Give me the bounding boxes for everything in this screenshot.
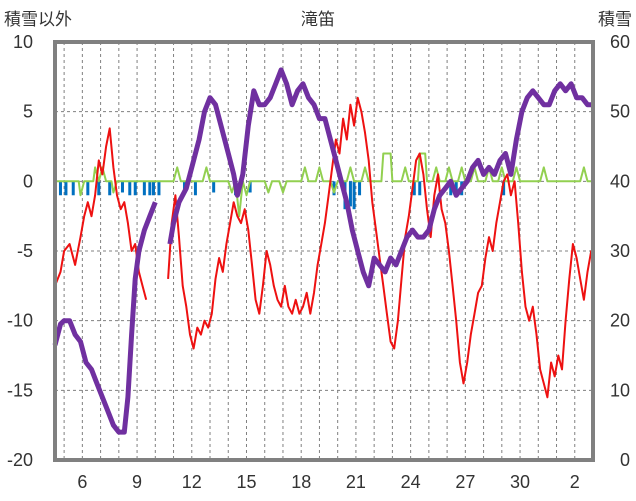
bar xyxy=(58,181,62,196)
right-tick-label: 50 xyxy=(610,102,630,122)
bar xyxy=(332,181,336,196)
left-tick-label: 0 xyxy=(23,171,33,191)
bar xyxy=(133,181,137,196)
right-tick-label: 10 xyxy=(610,380,630,400)
series-line-red xyxy=(54,127,148,301)
x-tick-label: 30 xyxy=(510,472,530,492)
bar xyxy=(148,181,152,196)
bar xyxy=(449,181,453,196)
bar xyxy=(352,181,356,210)
right-tick-label: 20 xyxy=(610,311,630,331)
chart-title: 滝笛 xyxy=(301,10,335,30)
bar xyxy=(64,181,68,196)
right-tick-label: 60 xyxy=(610,32,630,52)
x-tick-label: 2 xyxy=(570,472,580,492)
bars-layer xyxy=(58,181,506,210)
series-line-purple xyxy=(52,201,158,435)
bar xyxy=(157,181,161,196)
left-tick-label: -15 xyxy=(7,380,33,400)
bar xyxy=(108,181,112,196)
x-tick-label: 21 xyxy=(346,472,366,492)
x-tick-label: 15 xyxy=(236,472,256,492)
series-layer xyxy=(52,67,594,435)
bar xyxy=(454,181,458,196)
series-line-purple xyxy=(167,67,593,289)
x-tick-label: 24 xyxy=(401,472,421,492)
bar xyxy=(348,181,352,207)
left-tick-label: 10 xyxy=(13,32,33,52)
left-tick-label: -5 xyxy=(17,241,33,261)
bar xyxy=(142,181,146,196)
series-line-red xyxy=(167,96,594,399)
bar xyxy=(86,181,90,196)
left-tick-label: -10 xyxy=(7,311,33,331)
x-tick-label: 9 xyxy=(132,472,142,492)
right-axis-label: 積雪 xyxy=(598,10,632,30)
left-tick-label: 5 xyxy=(23,102,33,122)
bar xyxy=(71,181,75,196)
bar xyxy=(193,181,197,196)
bar xyxy=(128,181,132,196)
plot-frame xyxy=(53,40,595,462)
bar xyxy=(412,181,416,196)
right-tick-label: 40 xyxy=(610,171,630,191)
bar xyxy=(418,181,422,196)
x-tick-label: 6 xyxy=(77,472,87,492)
bar xyxy=(212,181,216,193)
bar xyxy=(502,181,506,196)
right-tick-label: 0 xyxy=(620,450,630,470)
bar xyxy=(248,181,252,193)
x-tick-label: 27 xyxy=(455,472,475,492)
bar xyxy=(151,181,155,196)
x-tick-label: 18 xyxy=(291,472,311,492)
left-axis-label: 積雪以外 xyxy=(4,10,72,30)
bar xyxy=(358,181,362,196)
left-tick-label: -20 xyxy=(7,450,33,470)
right-tick-label: 30 xyxy=(610,241,630,261)
x-tick-label: 12 xyxy=(182,472,202,492)
bar xyxy=(97,181,101,196)
bar xyxy=(120,181,124,193)
